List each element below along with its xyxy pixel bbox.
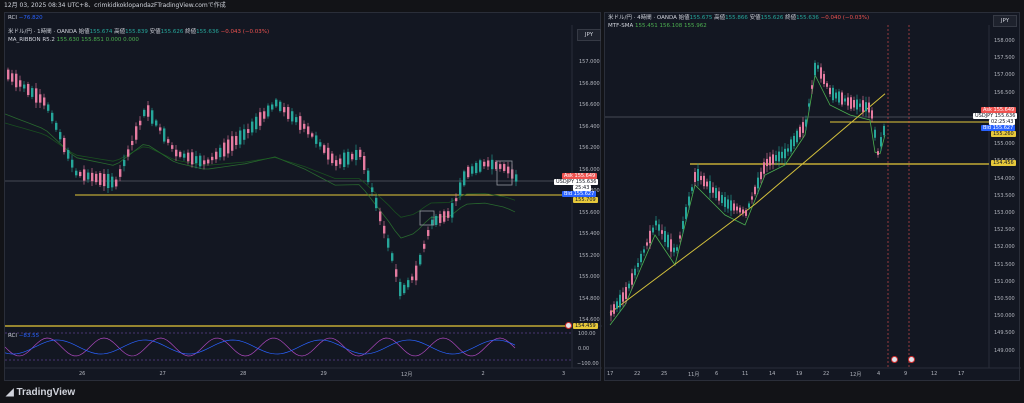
price-scale-tick: 149.500 xyxy=(994,330,1015,337)
price-scale-tick: 149.000 xyxy=(994,347,1015,354)
left-ask-label: Ask 155.649 xyxy=(562,173,598,179)
right-ohlc-header: 米ドル/円 · 4時間 · OANDA 始値155.675 高値155.866 … xyxy=(608,15,870,21)
price-scale-tick: 152.000 xyxy=(994,244,1015,251)
left-rci-top-label: RCI −76.820 xyxy=(8,15,43,21)
right-level-label: 155.260 xyxy=(991,131,1016,137)
time-axis-tick: 22 xyxy=(823,371,830,377)
time-axis-tick: 25 xyxy=(661,371,668,377)
right-countdown-label: 02:25:43 xyxy=(989,119,1016,125)
time-axis-tick: 6 xyxy=(715,371,719,377)
time-axis-tick: 17 xyxy=(607,371,614,377)
price-scale-tick: 151.500 xyxy=(994,261,1015,268)
left-bid-label: Bid 155.627 xyxy=(562,191,597,197)
time-axis-tick: 11 xyxy=(742,371,749,377)
rci-scale-mid: 0.00 xyxy=(578,346,590,352)
price-scale-tick: 153.500 xyxy=(994,192,1015,199)
price-scale-tick: 151.000 xyxy=(994,278,1015,285)
time-axis-tick: 19 xyxy=(796,371,803,377)
time-axis-tick: 12月 xyxy=(850,372,862,378)
left-rci-bottom-label: RCI −83.55 xyxy=(8,333,40,339)
rci-scale-top: 100.00 xyxy=(578,331,596,337)
right-indicator-legend[interactable]: MTF-SMA 155.451 156.108 155.962 xyxy=(608,23,707,29)
right-symbol-tab[interactable]: JPY xyxy=(993,15,1017,27)
tradingview-logo-icon: ◢ xyxy=(6,387,17,398)
left-ohlc-header: 米ドル/円 · 1時間 · OANDA 始値155.674 高値155.839 … xyxy=(8,29,270,35)
left-symbol-tab[interactable]: JPY xyxy=(577,29,601,41)
left-level-label: 155.709 xyxy=(573,197,598,203)
time-axis-tick: 11月 xyxy=(688,372,700,378)
time-axis-tick: 22 xyxy=(634,371,641,377)
left-countdown-label: 25:43 xyxy=(573,185,592,191)
left-last-price-label: USDJPY 155.636 xyxy=(554,179,599,185)
chart-snapshot-caption: 12月 03, 2025 08:34 UTC+8、crimkidkoklopan… xyxy=(4,2,226,9)
time-axis-tick: 29 xyxy=(320,371,327,377)
time-axis-tick: 12 xyxy=(931,371,938,377)
price-scale-tick: 153.000 xyxy=(994,210,1015,216)
price-scale-tick: 155.000 xyxy=(994,141,1015,148)
price-scale-tick: 154.000 xyxy=(994,175,1015,182)
price-scale-tick: 155.200 xyxy=(579,252,600,259)
time-axis-tick: 12月 xyxy=(401,372,413,378)
price-scale-tick: 155.600 xyxy=(579,209,600,216)
time-axis-tick: 9 xyxy=(904,371,908,377)
price-scale-tick: 155.400 xyxy=(579,231,600,237)
time-axis-tick: 4 xyxy=(877,371,881,377)
price-scale-tick: 154.800 xyxy=(579,295,600,302)
price-scale-tick: 157.000 xyxy=(994,72,1015,79)
us-flag-event-icon[interactable] xyxy=(891,356,898,363)
left-chart-panel[interactable]: RCI −76.820 米ドル/円 · 1時間 · OANDA 始値155.67… xyxy=(4,12,646,382)
price-scale-tick: 154.600 xyxy=(579,317,600,323)
price-scale-tick: 156.200 xyxy=(579,145,600,151)
price-scale-tick: 150.500 xyxy=(994,296,1015,302)
price-scale-tick: 158.000 xyxy=(994,38,1015,44)
time-axis-tick: 28 xyxy=(240,371,247,377)
time-axis-tick: 3 xyxy=(562,371,566,377)
left-bottom-level-label: 154.459 xyxy=(573,323,598,329)
price-scale-tick: 150.000 xyxy=(994,313,1015,320)
time-axis-tick: 26 xyxy=(79,371,86,377)
price-scale-tick: 156.500 xyxy=(994,89,1015,96)
left-indicator-legend[interactable]: MA_RIBBON R5.2 155.630 155.851 0.000 0.0… xyxy=(8,37,139,43)
right-bottom-level-label: 154.456 xyxy=(991,160,1016,166)
time-axis-tick: 17 xyxy=(958,371,965,377)
footer-bar xyxy=(0,383,1024,403)
price-scale-tick: 156.600 xyxy=(579,102,600,108)
price-scale-tick: 157.000 xyxy=(579,59,600,65)
time-axis-tick: 27 xyxy=(159,371,166,377)
us-flag-event-icon[interactable] xyxy=(565,322,572,329)
left-candlestick-chart[interactable] xyxy=(5,13,602,382)
price-scale-tick: 156.000 xyxy=(579,166,600,173)
time-axis-tick: 14 xyxy=(769,371,776,377)
right-chart-panel[interactable]: 米ドル/円 · 4時間 · OANDA 始値155.675 高値155.866 … xyxy=(604,12,1021,382)
price-scale-tick: 155.000 xyxy=(579,274,600,280)
right-bid-label: Bid 155.627 xyxy=(981,125,1016,131)
price-scale-tick: 152.500 xyxy=(994,227,1015,234)
price-scale-tick: 156.800 xyxy=(579,80,600,87)
right-ask-label: Ask 155.649 xyxy=(981,107,1017,113)
right-last-price-label: USDJPY 155.636 xyxy=(973,113,1018,119)
us-flag-event-icon[interactable] xyxy=(908,356,915,363)
time-axis-tick: 2 xyxy=(481,371,485,377)
price-scale-tick: 156.400 xyxy=(579,123,600,130)
price-scale-tick: 157.500 xyxy=(994,55,1015,62)
right-candlestick-chart[interactable] xyxy=(605,13,1021,382)
rci-scale-bottom: −100.00 xyxy=(577,361,599,367)
tradingview-logo: ◢ TradingView xyxy=(6,387,76,398)
